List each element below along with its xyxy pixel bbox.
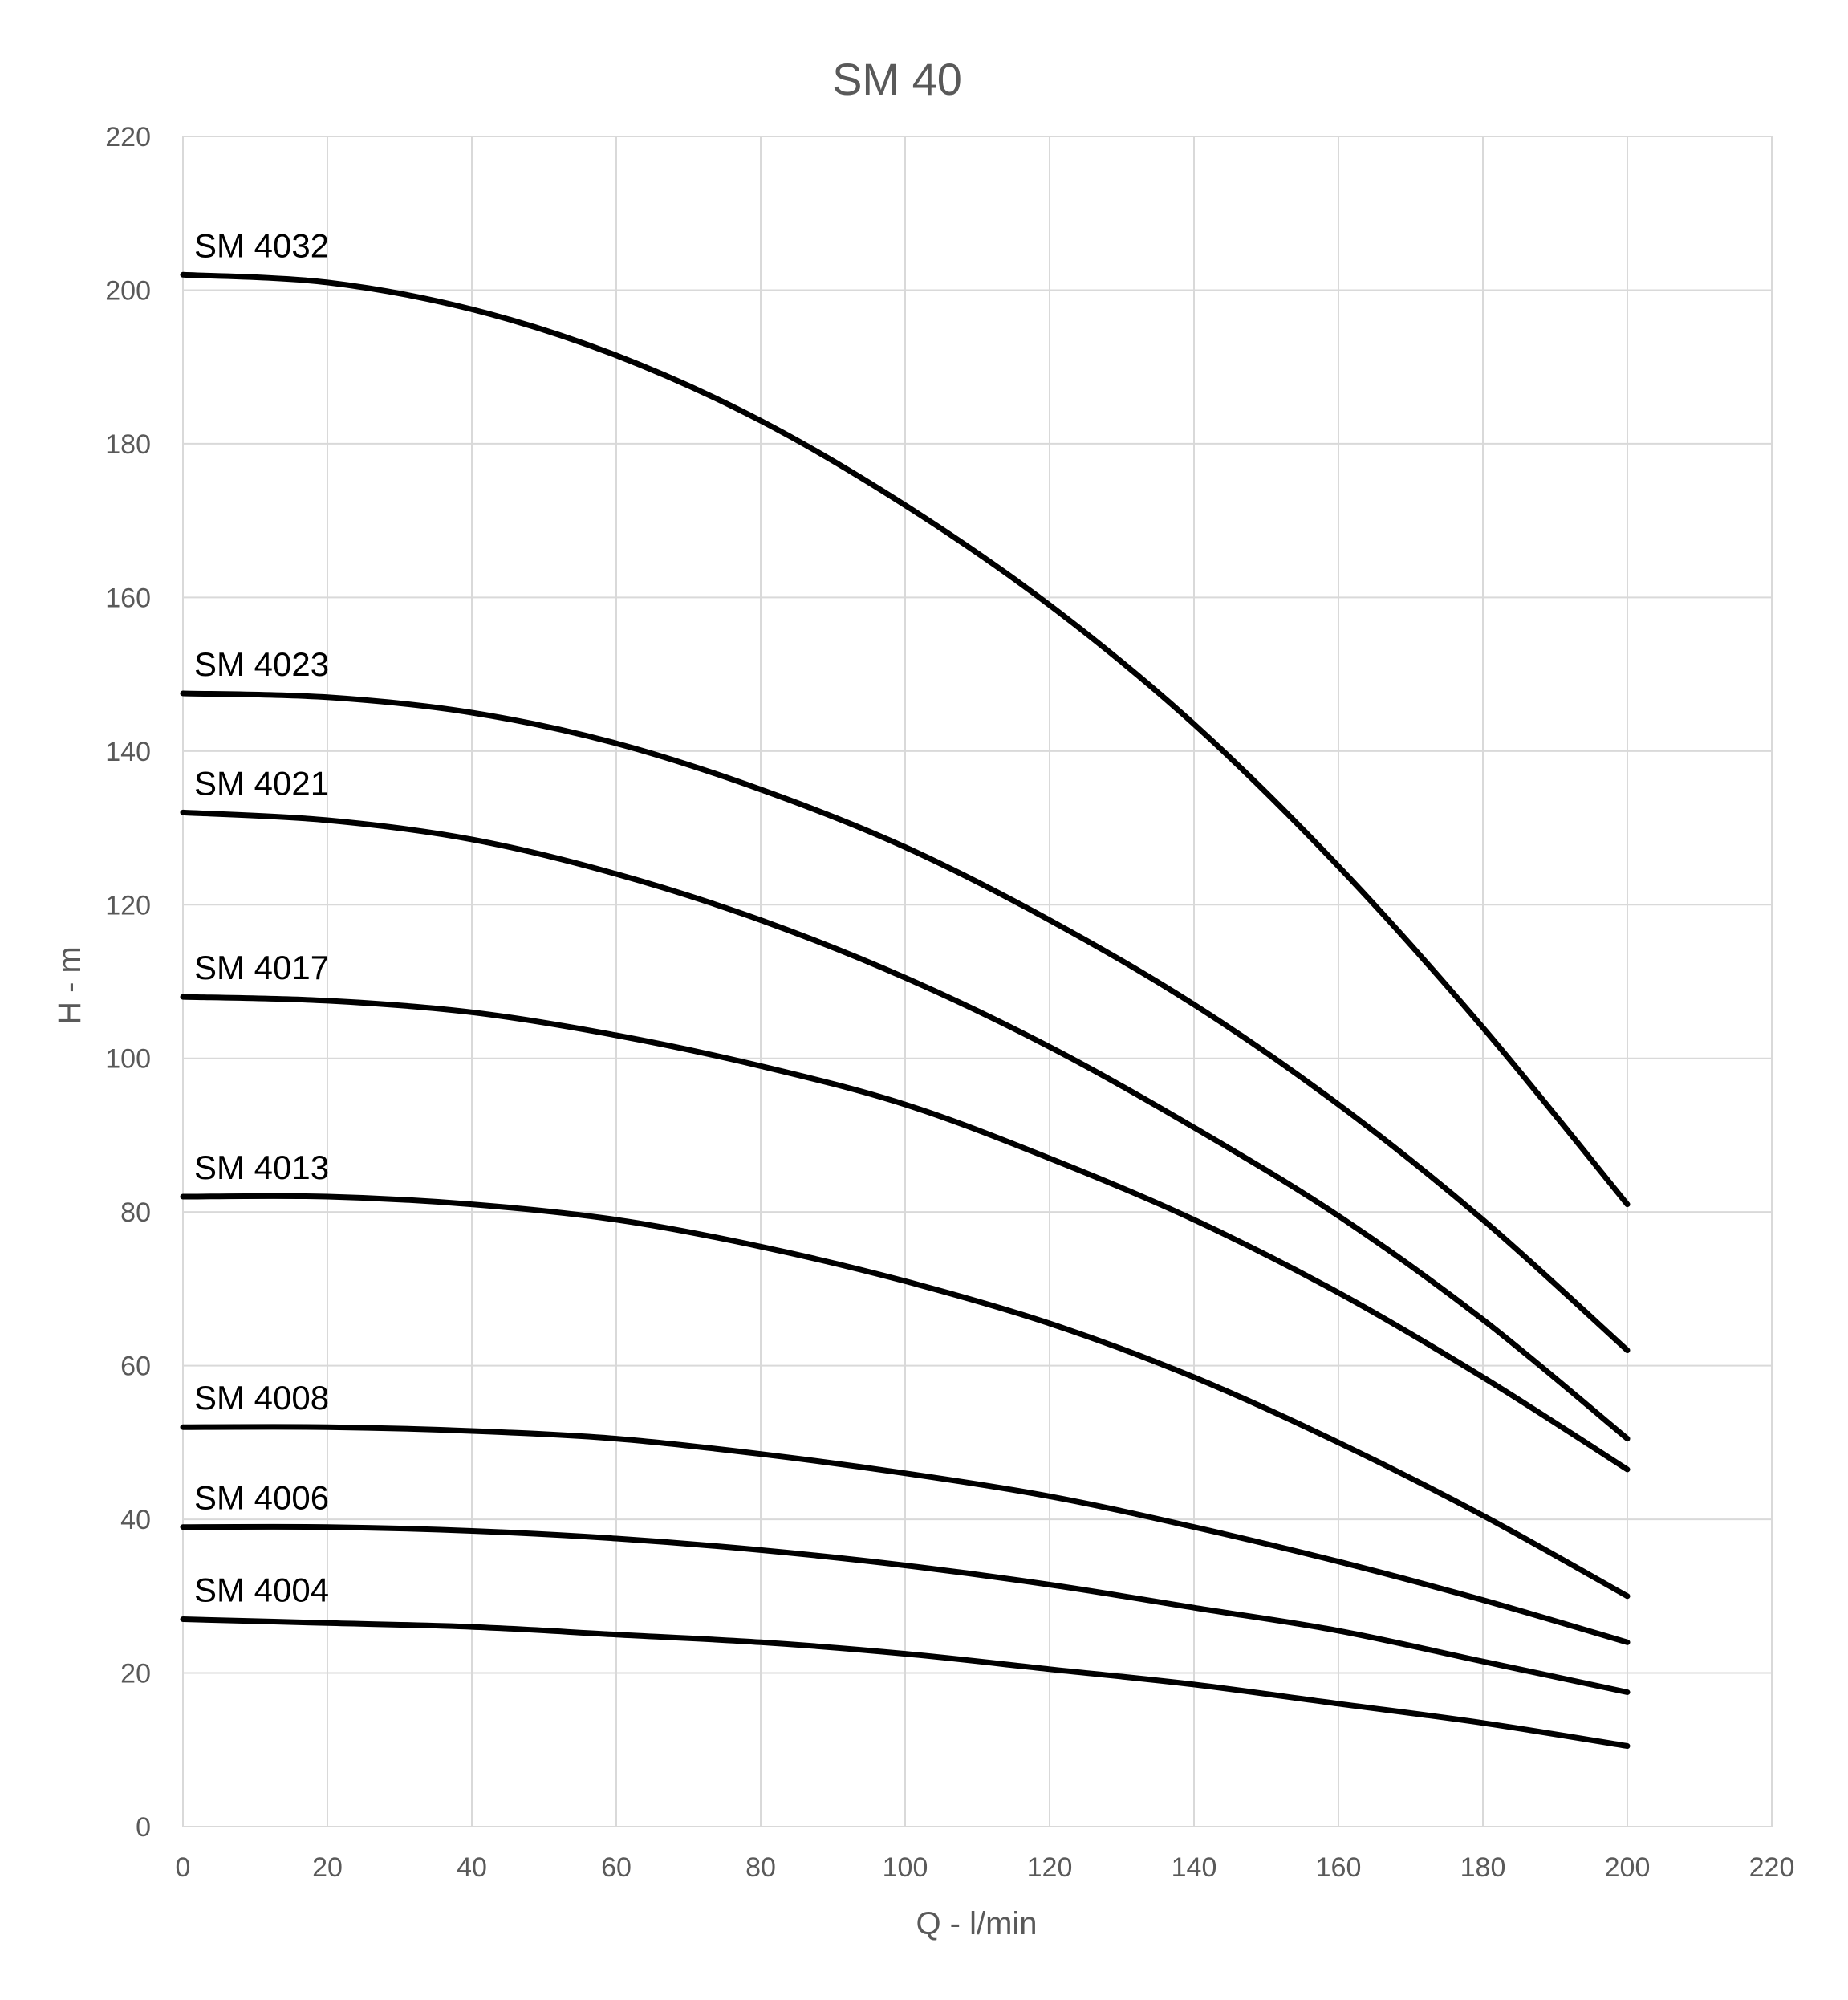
x-tick-label: 60 bbox=[601, 1852, 632, 1883]
y-tick-label: 100 bbox=[105, 1044, 151, 1075]
y-tick-label: 180 bbox=[105, 429, 151, 460]
series-labels: SM 4032 SM 4023 SM 4021 SM 4017 SM 4013 SM 40… bbox=[194, 226, 329, 1608]
x-tick-label: 160 bbox=[1316, 1852, 1362, 1883]
series-curves bbox=[180, 271, 1631, 1749]
y-tick-label: 80 bbox=[120, 1197, 151, 1228]
series-label: SM 4023 bbox=[194, 645, 329, 683]
x-tick-label: 100 bbox=[883, 1852, 928, 1883]
series-curve-sm-4032 bbox=[180, 271, 1631, 1208]
y-tick-label: 120 bbox=[105, 890, 151, 921]
x-tick-label: 140 bbox=[1172, 1852, 1217, 1883]
series-label: SM 4004 bbox=[194, 1571, 329, 1609]
x-tick-label: 40 bbox=[457, 1852, 487, 1883]
y-tick-label: 140 bbox=[105, 737, 151, 767]
y-axis-title: H - m bbox=[52, 946, 87, 1025]
x-tick-label: 180 bbox=[1460, 1852, 1506, 1883]
series-label: SM 4021 bbox=[194, 764, 329, 802]
series-label: SM 4017 bbox=[194, 949, 329, 986]
y-tick-label: 40 bbox=[120, 1505, 151, 1535]
y-tick-label: 0 bbox=[136, 1812, 151, 1843]
y-tick-label: 60 bbox=[120, 1352, 151, 1382]
x-axis-title: Q - l/min bbox=[916, 1906, 1037, 1941]
series-curve-sm-4013 bbox=[180, 1193, 1631, 1600]
x-tick-label: 80 bbox=[745, 1852, 776, 1883]
series-curve-sm-4006 bbox=[180, 1523, 1631, 1695]
grid bbox=[182, 136, 1773, 1827]
series-curve-sm-4004 bbox=[180, 1616, 1631, 1749]
y-tick-label: 220 bbox=[105, 122, 151, 152]
y-tick-label: 20 bbox=[120, 1659, 151, 1689]
series-label: SM 4013 bbox=[194, 1148, 329, 1186]
chart-title: SM 40 bbox=[832, 54, 962, 104]
series-curve-sm-4017 bbox=[180, 994, 1631, 1473]
series-curve-sm-4021 bbox=[180, 809, 1631, 1442]
y-tick-label: 200 bbox=[105, 275, 151, 306]
series-label: SM 4032 bbox=[194, 226, 329, 264]
series-curve-sm-4023 bbox=[180, 690, 1631, 1353]
x-tick-label: 0 bbox=[176, 1852, 191, 1883]
series-curve-sm-4008 bbox=[180, 1424, 1631, 1645]
x-tick-label: 20 bbox=[312, 1852, 343, 1883]
x-tick-label: 220 bbox=[1749, 1852, 1795, 1883]
series-label: SM 4006 bbox=[194, 1479, 329, 1517]
y-tick-label: 160 bbox=[105, 583, 151, 613]
series-label: SM 4008 bbox=[194, 1379, 329, 1417]
x-tick-label: 120 bbox=[1027, 1852, 1073, 1883]
x-tick-label: 200 bbox=[1605, 1852, 1651, 1883]
tick-labels: 0 20 40 60 80 100 120 140 160 180 200 220 0 20 40 60 80 1… bbox=[105, 122, 1794, 1883]
